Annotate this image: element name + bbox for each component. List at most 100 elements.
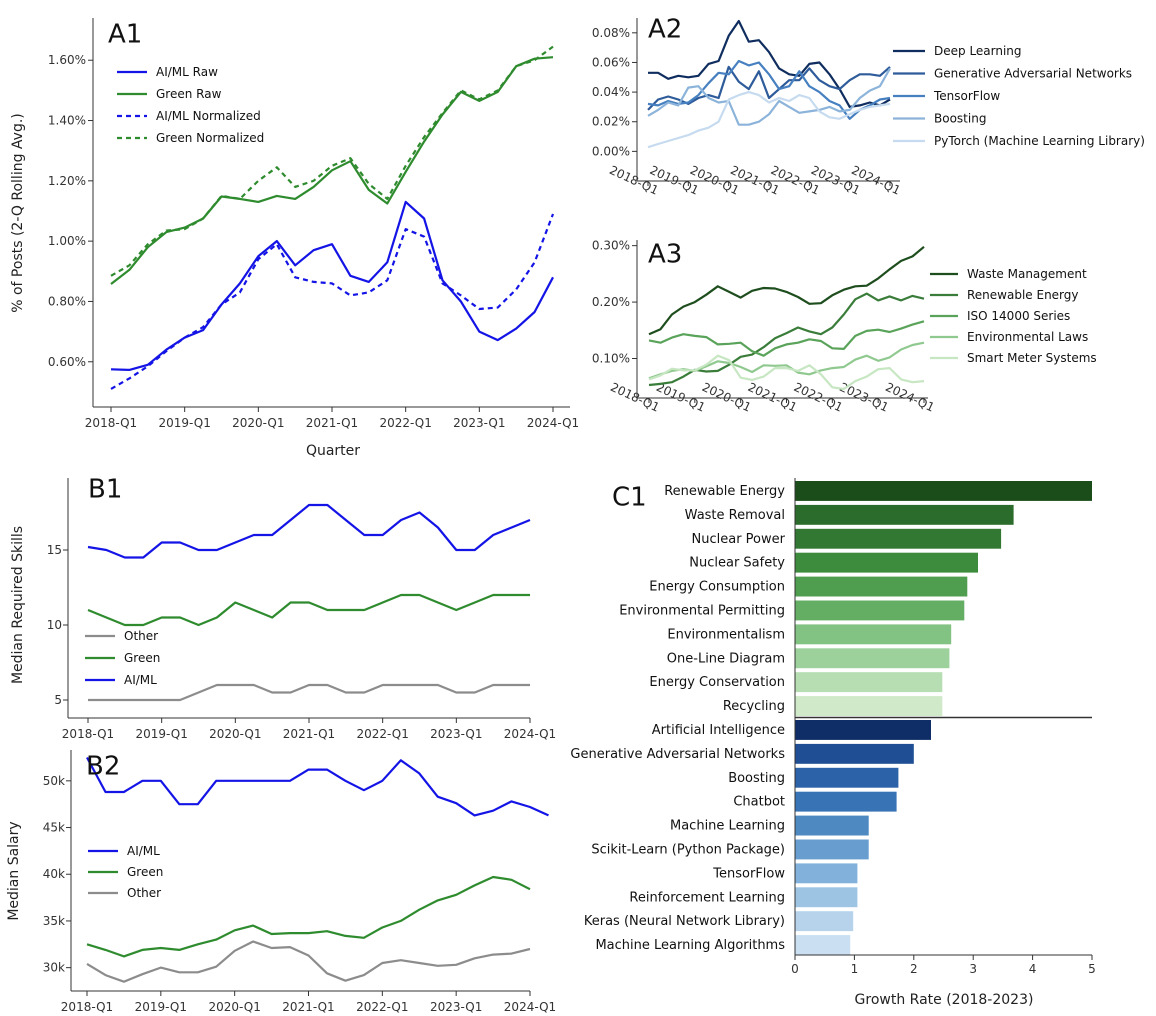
panel-c1: Renewable Energy Waste Removal Nuclear Pow… [570,478,1096,1008]
legend-label: Green [127,865,163,879]
x-tick-label: 2019-Q1 [158,416,210,430]
bar-nuclear-safety [795,552,978,573]
bar-environmental-permitting [795,600,965,621]
x-tick-label: 2023-Q1 [430,727,482,741]
series-line-deep-learning [648,19,891,109]
series-line-other [88,683,530,702]
bar-energy-conservation [795,672,943,693]
bar-energy-consumption [795,576,968,597]
y-tick-label: 0.30% [592,239,630,253]
bar-chatbot [795,791,897,812]
y-tick-label: 0.10% [592,352,630,366]
legend-label: Green [124,651,160,665]
y-tick-label: 0.80% [48,294,86,308]
series-line-generative-adversarial-networks [647,65,891,111]
x-tick-label: 2024-Q1 [883,380,936,415]
legend-label: Generative Adversarial Networks [934,67,1132,81]
bar-category-label: Recycling [723,699,785,714]
legend-label: TensorFlow [933,89,1000,103]
y-axis-label: Median Salary [6,821,22,920]
y-tick-label: 10 [47,618,62,632]
panel-label: A1 [108,20,142,50]
series-line-green-normalized [110,45,554,277]
bar-category-label: Reinforcement Learning [629,890,785,905]
bar-category-label: Environmental Permitting [619,603,785,618]
y-tick-label: 0.06% [592,55,630,69]
series-line-ai-ml [87,503,531,559]
x-tick-label: 4 [1029,962,1037,976]
series-line-boosting [647,67,891,126]
legend-label: Green Raw [156,87,222,101]
legend-label: PyTorch (Machine Learning Library) [934,134,1145,148]
x-tick-label: 2020-Q1 [700,380,753,415]
panel-label: A2 [648,15,682,45]
panel-a1: 0.60% 0.80% 1.00% 1.20% 1.40% 1.60% 2018-Q1 201… [10,18,579,459]
y-tick-label: 30k [43,961,65,975]
x-tick-label: 2019-Q1 [135,727,187,741]
y-axis-label: % of Posts (2-Q Rolling Avg.) [10,113,26,313]
bar-machine-learning [795,815,869,836]
x-tick-label: 2020-Q1 [208,1000,260,1014]
bar-category-label: Energy Consumption [649,580,785,595]
x-tick-label: 2018-Q1 [61,1000,113,1014]
x-tick-label: 2022-Q1 [356,727,408,741]
x-tick-label: 2023-Q1 [453,416,505,430]
series-line-waste-management [648,245,925,336]
legend-label: ISO 14000 Series [967,309,1070,323]
x-tick-label: 2024-Q1 [527,416,579,430]
y-tick-label: 5 [54,693,62,707]
series-line-pytorch-machine-learning-library- [647,90,891,149]
panel-label: A3 [648,240,682,270]
bar-category-label: Artificial Intelligence [652,723,785,738]
bar-category-label: Environmentalism [667,627,785,642]
legend-label: Boosting [934,112,986,126]
x-tick-label: 2019-Q1 [135,1000,187,1014]
x-tick-label: 2018-Q1 [62,727,114,741]
x-tick-label: 2022-Q1 [356,1000,408,1014]
legend-label: Waste Management [967,267,1087,281]
series-line-ai-ml-raw [110,200,554,371]
x-tick-label: 1 [851,962,859,976]
x-tick-label: 2020-Q1 [232,416,284,430]
bar-nuclear-power [795,528,1002,549]
x-tick-label: 2023-Q1 [430,1000,482,1014]
x-tick-label: 2021-Q1 [306,416,358,430]
legend-label: Environmental Laws [967,330,1088,344]
bar-category-label: Machine Learning Algorithms [595,938,785,953]
panel-b1: 5 10 15 2018-Q1 2019-Q1 2020-Q1 2021-Q1 2022-Q1… [10,475,556,742]
y-tick-label: 45k [43,821,65,835]
bar-category-label: One-Line Diagram [667,651,785,666]
bar-category-label: Scikit-Learn (Python Package) [591,842,785,857]
bar-boosting [795,767,899,788]
bar-category-label: Keras (Neural Network Library) [584,914,785,929]
legend-label: Smart Meter Systems [967,351,1097,365]
x-tick-label: 2020-Q1 [209,727,261,741]
bar-category-label: Waste Removal [685,508,785,523]
series-line-tensorflow [647,59,891,120]
bar-one-line-diagram [795,648,950,669]
y-tick-label: 1.60% [48,53,86,67]
x-tick-label: 5 [1088,962,1096,976]
y-tick-label: 0.60% [48,355,86,369]
bar-keras-neural-network-library- [795,911,854,932]
x-tick-label: 2019-Q1 [654,380,707,415]
panel-label: B1 [88,475,122,505]
y-tick-label: 0.02% [592,115,630,129]
panel-label: C1 [612,483,647,513]
bar-category-label: Generative Adversarial Networks [570,747,785,762]
y-axis-label: Median Required Skills [10,526,26,684]
x-tick-label: 0 [791,962,799,976]
y-tick-label: 1.40% [48,114,86,128]
legend-label: Other [127,886,161,900]
x-tick-label: 2018-Q1 [85,416,137,430]
series-line-smart-meter-systems [648,354,925,391]
bar-category-label: Nuclear Power [692,532,786,547]
bar-machine-learning-algorithms [795,935,851,955]
series-line-other [86,940,531,983]
series-line-ai-ml [86,756,549,817]
x-tick-label: 2024-Q1 [504,1000,556,1014]
bar-renewable-energy [795,481,1092,501]
series-line-iso-14000-series [648,320,925,357]
legend-label: AI/ML Raw [156,65,218,79]
